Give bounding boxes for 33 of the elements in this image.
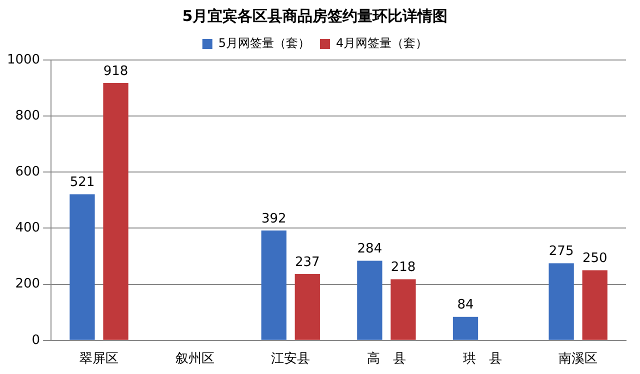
data-label: 918: [103, 64, 128, 79]
bar: [357, 260, 382, 340]
bar: [103, 82, 128, 340]
legend-label: 4月网签量（套）: [336, 36, 428, 50]
bar: [390, 279, 416, 340]
y-tick-label: 0: [32, 332, 40, 348]
data-label: 392: [261, 211, 286, 226]
legend-label: 5月网签量（套）: [218, 36, 310, 50]
data-label: 250: [582, 251, 608, 266]
data-label: 284: [357, 242, 382, 257]
bar: [582, 270, 608, 340]
bar: [294, 274, 320, 340]
y-tick-label: 200: [15, 276, 40, 292]
bar: [548, 263, 574, 340]
data-label: 275: [548, 244, 574, 260]
x-tick-label: 珙 县: [462, 352, 502, 367]
data-label: 84: [457, 298, 474, 313]
y-tick-label: 600: [15, 164, 40, 180]
y-tick-label: 400: [15, 220, 40, 236]
bar: [261, 230, 286, 340]
y-tick-label: 1000: [6, 52, 40, 68]
y-tick-label: 800: [15, 108, 40, 124]
x-tick-label: 南溪区: [558, 352, 598, 367]
bar: [452, 316, 478, 340]
chart-title: 5月宜宾各区县商品房签约量环比详情图: [182, 6, 448, 25]
bar: [70, 194, 95, 340]
x-tick-label: 翠屏区: [79, 352, 118, 367]
x-tick-label: 江安县: [271, 350, 310, 367]
data-label: 521: [70, 175, 95, 190]
data-label: 237: [294, 254, 320, 270]
x-tick-label: 高 县: [366, 350, 406, 367]
x-tick-label: 叙州区: [175, 352, 214, 367]
data-label: 218: [390, 260, 416, 276]
